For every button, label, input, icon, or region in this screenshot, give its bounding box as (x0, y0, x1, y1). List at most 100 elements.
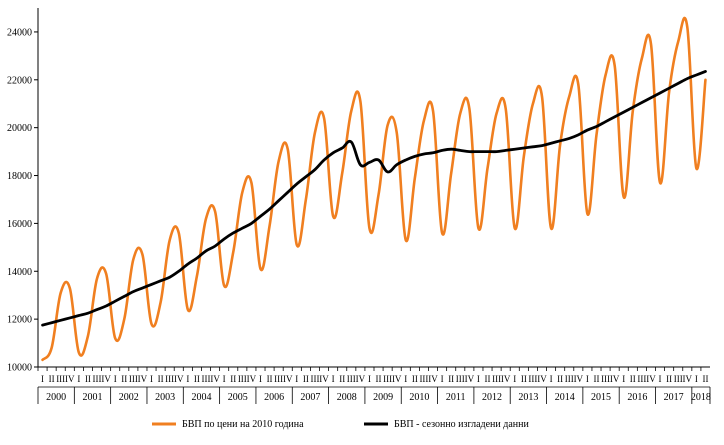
x-tick-label-quarter: II (630, 374, 636, 384)
x-tick-label-quarter: I (622, 374, 625, 384)
series-line-1 (41, 16, 707, 362)
x-tick-label-quarter: II (85, 374, 91, 384)
x-tick-label-quarter: IV (465, 374, 475, 384)
x-tick-label-quarter: II (593, 374, 599, 384)
x-axis: I II III IV I II III IV I II III IV I II III IV I II III IV… (37, 367, 711, 404)
y-tick-label: 24000 (7, 27, 32, 38)
legend: БВП по цени на 2010 година БВП - сезонно… (152, 419, 529, 430)
y-tick-label: 18000 (7, 171, 32, 182)
x-tick-label-quarter: I (441, 374, 444, 384)
x-tick-label-quarter: IV (610, 374, 620, 384)
x-tick-label-quarter: III (56, 374, 65, 384)
x-tick-label-year: 2018 (691, 392, 711, 403)
x-tick-label-quarter: II (267, 374, 273, 384)
x-tick-label-quarter: III (528, 374, 537, 384)
x-tick-label-quarter: I (659, 374, 662, 384)
series-line-2 (41, 70, 707, 327)
y-tick-label: 16000 (7, 219, 32, 230)
x-tick-label-quarter: II (557, 374, 563, 384)
x-tick-label-quarter: IV (537, 374, 547, 384)
x-tick-label-quarter: I (477, 374, 480, 384)
x-tick-label-quarter: III (456, 374, 465, 384)
x-tick-label-quarter: I (550, 374, 553, 384)
x-tick-label-quarter: IV (392, 374, 402, 384)
x-tick-label-quarter: III (419, 374, 428, 384)
x-tick-label-quarter: III (274, 374, 283, 384)
x-tick-label-quarter: I (513, 374, 516, 384)
x-tick-label-quarter: II (230, 374, 236, 384)
series-layer (41, 16, 707, 362)
x-tick-label-year: 2000 (46, 392, 66, 403)
x-tick-label-quarter: III (310, 374, 319, 384)
y-tick-label: 10000 (7, 363, 32, 374)
x-tick-label-quarter: IV (65, 374, 75, 384)
x-tick-label-quarter: I (368, 374, 371, 384)
x-tick-label-year: 2007 (300, 392, 320, 403)
legend-label-series-1: БВП по цени на 2010 година (182, 419, 304, 430)
x-tick-label-quarter: I (695, 374, 698, 384)
x-tick-label-year: 2003 (155, 392, 175, 403)
x-tick-label-quarter: IV (646, 374, 656, 384)
x-tick-label-quarter: I (41, 374, 44, 384)
x-tick-label-quarter: IV (210, 374, 220, 384)
x-tick-label-year: 2008 (337, 392, 357, 403)
x-tick-label-quarter: IV (138, 374, 148, 384)
x-tick-label-year: 2014 (555, 392, 575, 403)
x-tick-label-quarter: IV (101, 374, 111, 384)
x-tick-label-quarter: III (637, 374, 646, 384)
x-tick-label-year: 2016 (627, 392, 647, 403)
x-tick-label-quarter: I (114, 374, 117, 384)
x-tick-label-year: 2001 (82, 392, 102, 403)
x-tick-label-quarter: III (565, 374, 574, 384)
x-tick-label-quarter: I (77, 374, 80, 384)
x-tick-label-quarter: I (186, 374, 189, 384)
x-tick-label-year: 2015 (591, 392, 611, 403)
x-tick-label-year: 2010 (409, 392, 429, 403)
x-tick-label-quarter: III (165, 374, 174, 384)
x-tick-label-quarter: I (332, 374, 335, 384)
x-tick-label-year: 2006 (264, 392, 284, 403)
x-tick-label-quarter: IV (683, 374, 693, 384)
x-tick-label-quarter: III (383, 374, 392, 384)
x-tick-label-quarter: II (666, 374, 672, 384)
x-tick-label-quarter: III (601, 374, 610, 384)
x-tick-label-quarter: I (259, 374, 262, 384)
x-tick-label-quarter: IV (428, 374, 438, 384)
x-tick-label-year: 2013 (518, 392, 538, 403)
x-tick-label-year: 2005 (228, 392, 248, 403)
x-tick-label-quarter: IV (174, 374, 184, 384)
x-tick-label-quarter: III (93, 374, 102, 384)
x-tick-label-year: 2009 (373, 392, 393, 403)
y-tick-label: 12000 (7, 315, 32, 326)
x-tick-label-quarter: IV (574, 374, 584, 384)
x-tick-label-quarter: III (129, 374, 138, 384)
x-tick-label-quarter: II (121, 374, 127, 384)
x-tick-label-quarter: I (586, 374, 589, 384)
y-tick-label: 22000 (7, 75, 32, 86)
x-tick-label-quarter: I (295, 374, 298, 384)
x-tick-label-quarter: II (49, 374, 55, 384)
y-tick-label: 20000 (7, 123, 32, 134)
x-tick-label-quarter: III (202, 374, 211, 384)
x-tick-label-quarter: IV (283, 374, 293, 384)
x-tick-label-quarter: I (404, 374, 407, 384)
x-tick-label-quarter: II (339, 374, 345, 384)
x-tick-label-quarter: IV (247, 374, 257, 384)
y-tick-label: 14000 (7, 267, 32, 278)
x-tick-label-quarter: I (150, 374, 153, 384)
legend-label-series-2: БВП - сезонно изгладени данни (394, 419, 529, 430)
x-tick-label-quarter: II (702, 374, 708, 384)
x-tick-label-quarter: II (194, 374, 200, 384)
x-tick-label-year: 2004 (191, 392, 211, 403)
x-tick-label-quarter: II (303, 374, 309, 384)
x-tick-label-quarter: II (485, 374, 491, 384)
x-tick-label-quarter: II (521, 374, 527, 384)
x-tick-label-quarter: II (376, 374, 382, 384)
x-tick-label-quarter: III (347, 374, 356, 384)
x-tick-label-year: 2012 (482, 392, 502, 403)
x-tick-label-quarter: I (223, 374, 226, 384)
x-tick-label-quarter: II (412, 374, 418, 384)
x-tick-label-year: 2011 (446, 392, 466, 403)
x-tick-label-quarter: II (448, 374, 454, 384)
